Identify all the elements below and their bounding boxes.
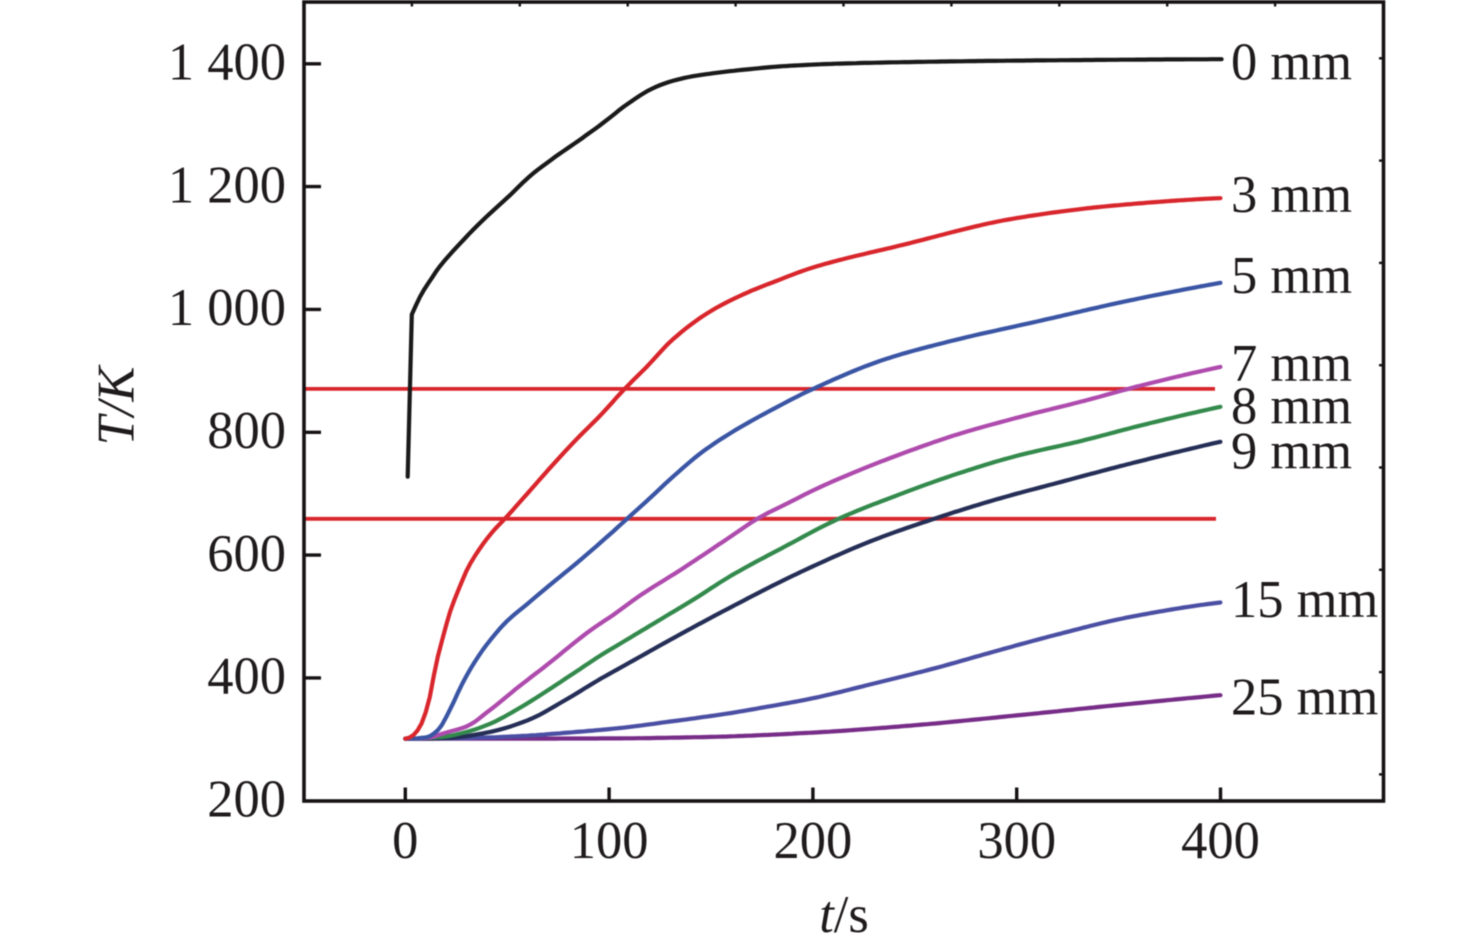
svg-text:400: 400 xyxy=(207,648,286,706)
svg-text:1 400: 1 400 xyxy=(168,34,286,92)
svg-text:800: 800 xyxy=(207,402,286,460)
svg-text:9 mm: 9 mm xyxy=(1231,423,1352,481)
svg-text:0 mm: 0 mm xyxy=(1231,33,1352,91)
svg-text:200: 200 xyxy=(774,812,853,870)
svg-text:300: 300 xyxy=(977,812,1056,870)
svg-text:25 mm: 25 mm xyxy=(1231,669,1378,727)
svg-text:5 mm: 5 mm xyxy=(1231,247,1352,305)
svg-text:15 mm: 15 mm xyxy=(1231,571,1378,629)
svg-text:8 mm: 8 mm xyxy=(1231,377,1352,435)
svg-text:400: 400 xyxy=(1181,812,1260,870)
svg-text:T/K: T/K xyxy=(88,364,146,446)
svg-text:600: 600 xyxy=(207,525,286,583)
svg-text:1 200: 1 200 xyxy=(168,156,286,214)
svg-text:1 000: 1 000 xyxy=(168,279,286,337)
svg-text:7 mm: 7 mm xyxy=(1231,335,1352,393)
svg-text:3 mm: 3 mm xyxy=(1231,166,1352,224)
svg-text:200: 200 xyxy=(207,771,286,829)
svg-text:0: 0 xyxy=(392,812,418,870)
svg-text:t/s: t/s xyxy=(819,886,869,944)
svg-text:100: 100 xyxy=(570,812,649,870)
